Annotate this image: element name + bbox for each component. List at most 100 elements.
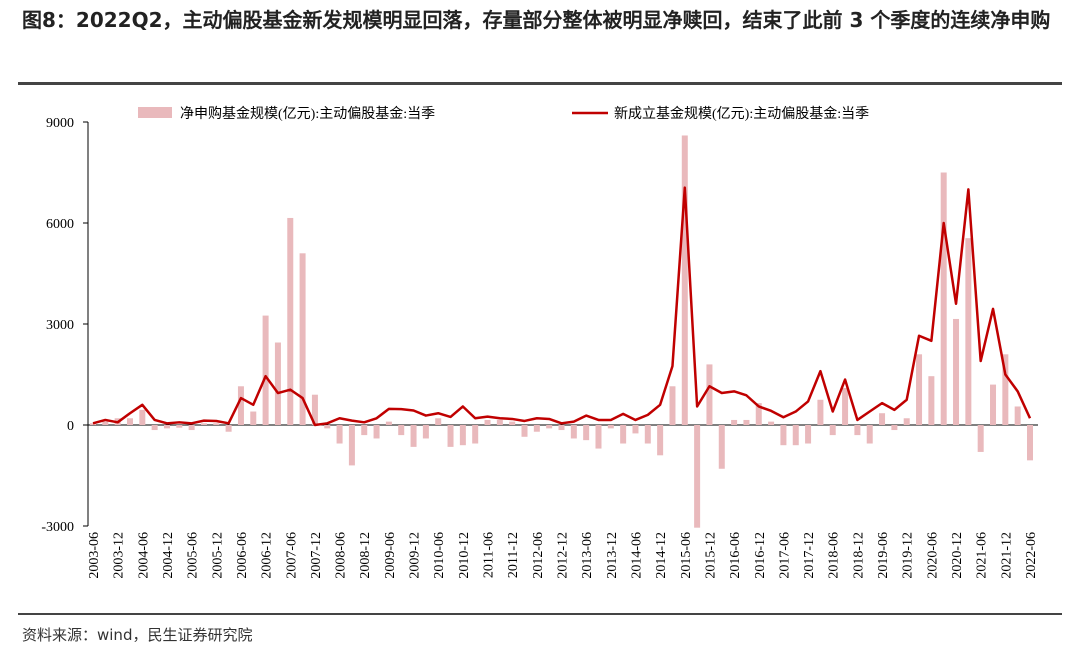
bar bbox=[940, 172, 947, 425]
bar bbox=[225, 425, 232, 432]
bar bbox=[385, 421, 392, 425]
y-tick-label: 6000 bbox=[46, 217, 74, 232]
bar bbox=[903, 418, 910, 425]
x-tick-label: 2022-06 bbox=[1024, 532, 1039, 579]
bar bbox=[496, 419, 503, 425]
bar bbox=[459, 425, 466, 446]
bar bbox=[891, 425, 898, 431]
x-tick-label: 2019-12 bbox=[901, 532, 916, 579]
bar bbox=[361, 425, 368, 436]
bar bbox=[1002, 354, 1009, 425]
bar bbox=[965, 238, 972, 425]
bar bbox=[373, 425, 380, 439]
bar bbox=[805, 425, 812, 444]
bar bbox=[620, 425, 627, 444]
x-tick-label: 2018-06 bbox=[827, 532, 842, 579]
bar bbox=[706, 364, 713, 425]
x-tick-label: 2020-12 bbox=[950, 532, 965, 579]
bar bbox=[422, 425, 429, 439]
bar bbox=[447, 425, 454, 447]
bar bbox=[311, 394, 318, 425]
bar bbox=[743, 419, 750, 425]
title-rule bbox=[18, 82, 1062, 85]
bar bbox=[237, 386, 244, 425]
bar bbox=[595, 425, 602, 449]
x-tick-label: 2015-06 bbox=[679, 532, 694, 579]
bar bbox=[792, 425, 799, 446]
x-tick-label: 2020-06 bbox=[925, 532, 940, 579]
x-tick-label: 2014-12 bbox=[654, 532, 669, 579]
legend-label: 新成立基金规模(亿元):主动偏股基金:当季 bbox=[614, 105, 869, 122]
x-tick-label: 2006-06 bbox=[235, 532, 250, 579]
x-tick-label: 2011-06 bbox=[482, 532, 497, 578]
bar bbox=[287, 217, 294, 425]
y-tick-label: 3000 bbox=[46, 318, 74, 333]
bar bbox=[546, 425, 553, 429]
bar bbox=[250, 411, 257, 425]
bar bbox=[1027, 425, 1033, 461]
bar bbox=[583, 425, 590, 441]
footer-rule bbox=[18, 613, 1062, 615]
bar bbox=[731, 419, 738, 425]
bar bbox=[102, 421, 109, 425]
bar bbox=[398, 425, 405, 436]
x-tick-label: 2011-12 bbox=[506, 532, 521, 578]
x-tick-label: 2016-06 bbox=[728, 532, 743, 579]
bar bbox=[472, 425, 479, 444]
x-tick-label: 2014-06 bbox=[629, 532, 644, 579]
x-tick-label: 2017-06 bbox=[777, 532, 792, 579]
bar bbox=[410, 425, 417, 447]
x-tick-label: 2004-06 bbox=[136, 532, 151, 579]
y-tick-label: 0 bbox=[67, 419, 74, 434]
x-tick-label: 2021-12 bbox=[999, 532, 1014, 579]
bar bbox=[977, 425, 984, 452]
bar bbox=[681, 135, 688, 425]
x-tick-label: 2010-06 bbox=[432, 532, 447, 579]
bar bbox=[336, 425, 343, 444]
y-tick-label: 9000 bbox=[46, 116, 74, 131]
bar bbox=[200, 423, 207, 425]
bar bbox=[718, 425, 725, 469]
bar bbox=[90, 423, 96, 425]
bar bbox=[435, 418, 442, 425]
x-tick-label: 2004-12 bbox=[161, 532, 176, 579]
bar bbox=[509, 421, 516, 425]
bar bbox=[348, 425, 355, 466]
x-tick-label: 2021-06 bbox=[975, 532, 990, 579]
bar bbox=[274, 342, 281, 425]
x-tick-label: 2010-12 bbox=[457, 532, 472, 579]
bar bbox=[866, 425, 873, 444]
chart: 9000 6000 3000 0 -3000 2003-06 2003-12 2004-06 2… bbox=[41, 105, 1039, 579]
x-tick-label: 2005-06 bbox=[186, 532, 201, 579]
bar bbox=[176, 425, 183, 428]
x-tick-label: 2003-12 bbox=[112, 532, 127, 579]
bar bbox=[694, 425, 701, 528]
bar bbox=[570, 425, 577, 439]
x-tick-label: 2006-12 bbox=[260, 532, 275, 579]
bar bbox=[928, 376, 935, 425]
x-tick-label: 2019-06 bbox=[876, 532, 891, 579]
bar bbox=[669, 386, 676, 425]
bar bbox=[151, 425, 158, 431]
bar bbox=[521, 425, 528, 437]
bar bbox=[558, 425, 565, 431]
bar bbox=[990, 384, 997, 425]
x-tick-label: 2009-12 bbox=[408, 532, 423, 579]
x-tick-label: 2007-06 bbox=[284, 532, 299, 579]
bar bbox=[879, 413, 886, 425]
x-tick-label: 2013-12 bbox=[605, 532, 620, 579]
bar bbox=[755, 403, 762, 425]
bar bbox=[533, 425, 540, 432]
bar bbox=[324, 425, 331, 429]
bar bbox=[1014, 406, 1021, 425]
bar bbox=[817, 399, 824, 425]
x-tick-label: 2007-12 bbox=[309, 532, 324, 579]
bar bbox=[768, 421, 775, 425]
bar bbox=[916, 354, 923, 425]
line bbox=[92, 186, 1032, 427]
source-note: 资料来源：wind，民生证券研究院 bbox=[22, 626, 253, 644]
bar bbox=[657, 425, 664, 456]
chart-title: 图8：2022Q2，主动偏股基金新发规模明显回落，存量部分整体被明显净赎回，结束… bbox=[22, 8, 1051, 32]
x-tick-label: 2005-12 bbox=[210, 532, 225, 579]
bar bbox=[829, 425, 836, 436]
